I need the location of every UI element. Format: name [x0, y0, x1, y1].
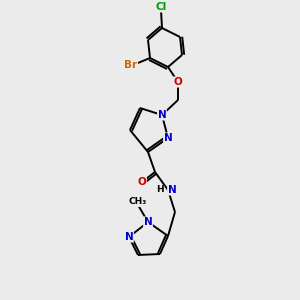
Text: Br: Br: [124, 60, 138, 70]
Text: H: H: [156, 185, 164, 194]
Text: N: N: [168, 185, 176, 195]
Text: O: O: [174, 77, 182, 87]
Text: N: N: [144, 217, 152, 227]
Text: Cl: Cl: [155, 2, 167, 12]
Text: N: N: [124, 232, 134, 242]
Text: CH₃: CH₃: [129, 197, 147, 206]
Text: N: N: [164, 133, 172, 143]
Text: O: O: [138, 177, 146, 187]
Text: N: N: [158, 110, 166, 120]
